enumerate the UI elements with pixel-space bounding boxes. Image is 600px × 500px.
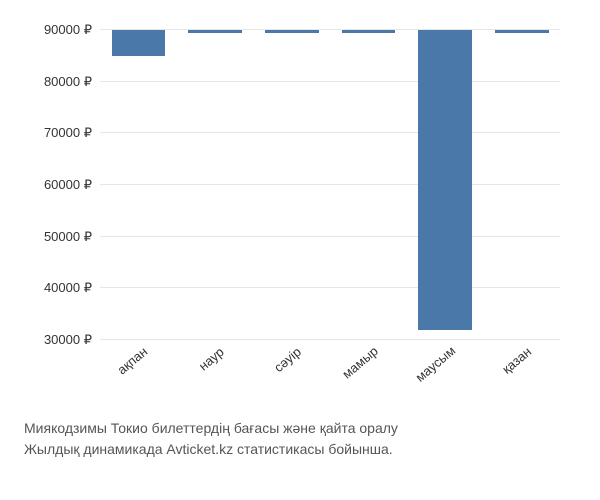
x-label-slot: ақпан (100, 340, 177, 400)
bar-slot (100, 30, 177, 340)
bar (112, 30, 166, 56)
y-tick-label: 70000 ₽ (44, 125, 92, 141)
bar-slot (407, 30, 484, 340)
bar-slot (330, 30, 407, 340)
x-tick-label: маусым (412, 343, 458, 385)
x-tick-label: қазан (499, 344, 534, 377)
x-label-slot: сәуір (253, 340, 330, 400)
y-tick-label: 80000 ₽ (44, 74, 92, 90)
caption-line-1: Миякодзимы Токио билеттердің бағасы және… (24, 418, 576, 439)
x-tick-label: ақпан (115, 344, 151, 378)
x-tick-label: мамыр (340, 343, 382, 381)
bar (495, 30, 549, 33)
chart-caption: Миякодзимы Токио билеттердің бағасы және… (20, 418, 580, 460)
bar-slot (253, 30, 330, 340)
x-tick-label: сәуір (271, 344, 304, 375)
x-axis-labels: ақпан наур сәуір мамыр маусым қазан (100, 340, 560, 400)
chart-area: 30000 ₽ 40000 ₽ 50000 ₽ 60000 ₽ 70000 ₽ 80000… (20, 20, 580, 400)
y-tick-label: 50000 ₽ (44, 229, 92, 245)
y-axis-ticks: 30000 ₽40000 ₽50000 ₽60000 ₽70000 ₽80000… (20, 30, 98, 340)
x-label-slot: наур (177, 340, 254, 400)
x-tick-label: наур (196, 344, 227, 373)
y-tick-label: 40000 ₽ (44, 280, 92, 296)
y-tick-label: 60000 ₽ (44, 177, 92, 193)
bar (342, 30, 396, 33)
y-tick-label: 30000 ₽ (44, 332, 92, 348)
bar-slot (483, 30, 560, 340)
x-label-slot: қазан (483, 340, 560, 400)
bars-group (100, 30, 560, 340)
x-label-slot: мамыр (330, 340, 407, 400)
chart-container: 30000 ₽ 40000 ₽ 50000 ₽ 60000 ₽ 70000 ₽ 80000… (0, 0, 600, 500)
bar-slot (177, 30, 254, 340)
bar (188, 30, 242, 33)
y-tick-label: 90000 ₽ (44, 22, 92, 38)
bar (418, 30, 472, 330)
bar (265, 30, 319, 33)
x-label-slot: маусым (407, 340, 484, 400)
caption-line-2: Жылдық динамикада Avticket.kz статистика… (24, 439, 576, 460)
plot-area (100, 30, 560, 340)
